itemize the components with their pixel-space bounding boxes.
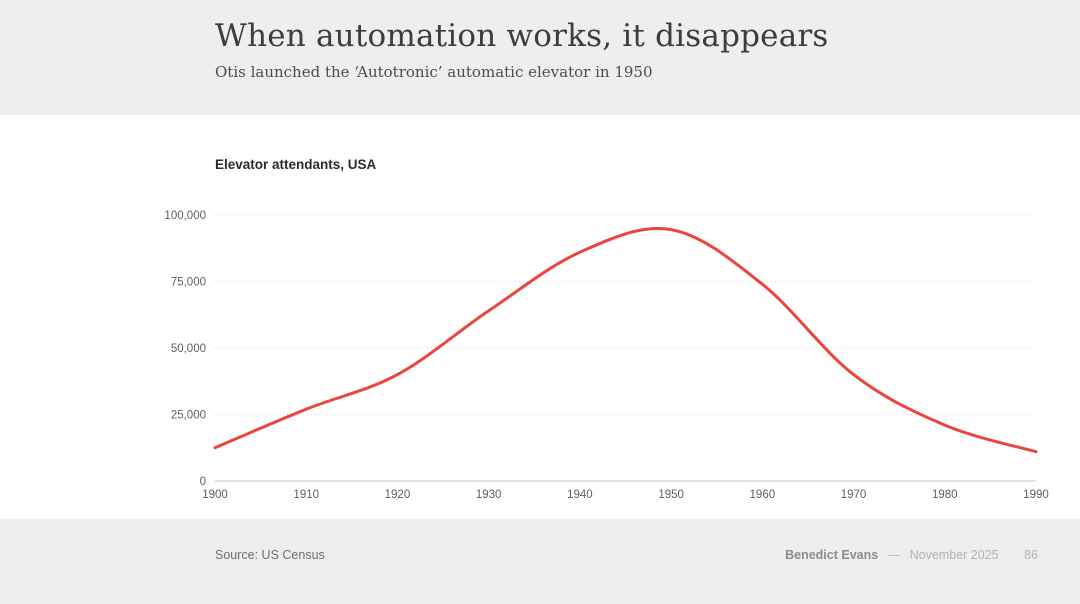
y-tick-label: 50,000 — [171, 343, 206, 355]
footer-band — [0, 519, 1080, 604]
page-number: 86 — [1024, 548, 1038, 562]
footer-date: November 2025 — [909, 548, 999, 562]
series-line — [213, 227, 1038, 454]
x-tick-label: 1940 — [567, 489, 593, 501]
footer-source: Source: US Census — [215, 548, 325, 562]
x-tick-label: 1980 — [932, 489, 958, 501]
footer-author: Benedict Evans — [785, 548, 879, 562]
x-tick-label: 1930 — [476, 489, 502, 501]
x-tick-label: 1960 — [750, 489, 776, 501]
slide-title: When automation works, it disappears — [215, 18, 829, 54]
x-tick-label: 1970 — [841, 489, 867, 501]
x-tick-label: 1910 — [293, 489, 319, 501]
y-tick-label: 75,000 — [171, 277, 206, 289]
y-tick-label: 25,000 — [171, 410, 206, 422]
x-tick-label: 1900 — [202, 489, 228, 501]
x-tick-label: 1990 — [1023, 489, 1049, 501]
x-tick-label: 1950 — [658, 489, 684, 501]
footer-separator: — — [887, 548, 901, 562]
y-tick-label: 100,000 — [164, 210, 206, 222]
footer-credit: Benedict Evans — November 2025 86 — [785, 548, 1038, 562]
y-tick-label: 0 — [200, 476, 206, 488]
chart-title: Elevator attendants, USA — [215, 157, 377, 172]
slide-subtitle: Otis launched the ‘Autotronic’ automatic… — [215, 63, 653, 81]
header-band — [0, 0, 1080, 115]
x-tick-label: 1920 — [385, 489, 411, 501]
